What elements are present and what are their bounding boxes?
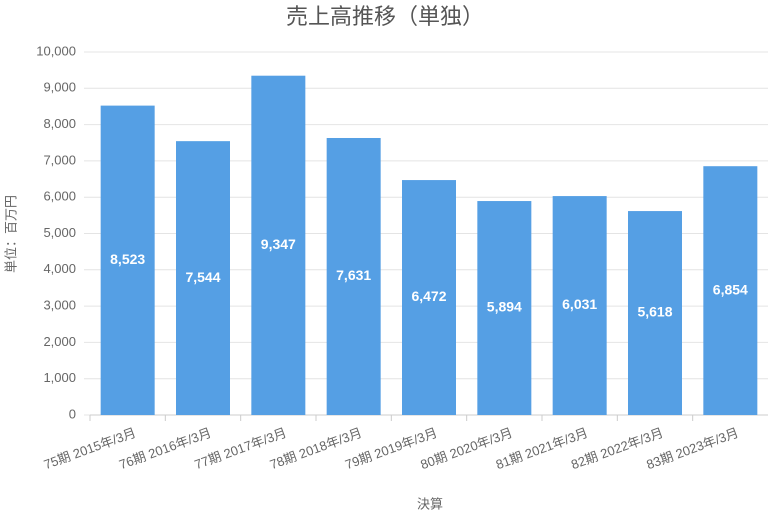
- bar: [402, 180, 456, 415]
- value-label: 8,523: [110, 251, 145, 267]
- y-tick-label: 7,000: [43, 152, 76, 167]
- y-tick-label: 9,000: [43, 80, 76, 95]
- value-label: 9,347: [261, 236, 296, 252]
- x-axis-title: 決算: [417, 496, 443, 511]
- bar: [251, 75, 306, 415]
- y-axis-title: 単位：百万円: [3, 195, 18, 273]
- y-tick-label: 5,000: [43, 225, 76, 240]
- y-tick-label: 4,000: [43, 261, 76, 276]
- value-label: 7,631: [336, 267, 371, 283]
- bar: [628, 211, 682, 415]
- value-label: 5,618: [637, 304, 672, 320]
- chart-title: 売上高推移（単独）: [286, 4, 484, 29]
- bar: [552, 196, 607, 415]
- bar: [326, 137, 381, 416]
- y-tick-label: 10,000: [36, 43, 76, 58]
- bar: [100, 105, 155, 415]
- bar: [477, 201, 532, 415]
- bar: [176, 141, 230, 415]
- y-tick-label: 8,000: [43, 116, 76, 131]
- y-tick-label: 0: [69, 406, 76, 421]
- value-label: 6,854: [713, 281, 748, 297]
- y-tick-label: 2,000: [43, 334, 76, 349]
- y-tick-label: 3,000: [43, 298, 76, 313]
- bar: [703, 166, 758, 415]
- value-label: 5,894: [487, 299, 522, 315]
- y-tick-label: 6,000: [43, 189, 76, 204]
- value-label: 6,031: [562, 296, 597, 312]
- y-tick-label: 1,000: [43, 370, 76, 385]
- value-label: 6,472: [411, 288, 446, 304]
- value-label: 7,544: [185, 269, 220, 285]
